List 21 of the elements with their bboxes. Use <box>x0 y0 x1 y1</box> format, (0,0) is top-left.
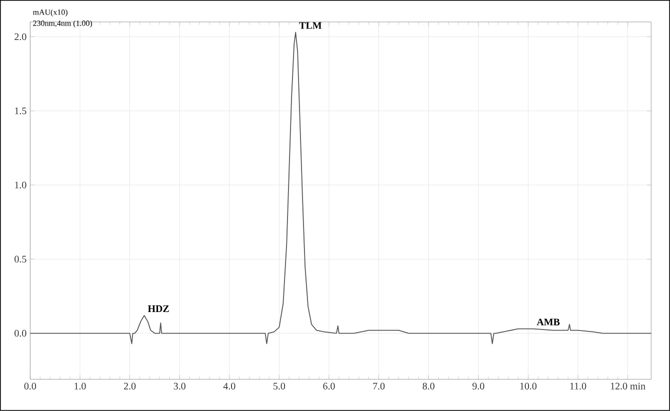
x-tick-label: 11.0 <box>570 382 586 390</box>
x-tick-label: 7.0 <box>373 382 385 390</box>
x-tick-label: 12.0 min <box>610 382 646 390</box>
x-tick-label: 4.0 <box>223 382 236 390</box>
x-tick-label: 8.0 <box>422 382 434 390</box>
annotation: HDZ <box>148 305 169 312</box>
annotation: AMB <box>536 318 560 326</box>
x-tick-label: 5.0 <box>274 382 286 390</box>
y-tick-label: 2.0 <box>14 33 26 40</box>
x-tick-label: 6.0 <box>323 382 335 390</box>
y-tick-label: 0.0 <box>14 330 26 337</box>
x-tick-label: 2.0 <box>124 382 136 390</box>
y-tick-label: 1.5 <box>15 108 26 114</box>
x-tick-label: 0.0 <box>24 382 36 390</box>
y-tick-label: 1.0 <box>15 182 26 188</box>
x-tick-label: 10.0 <box>520 382 537 390</box>
x-tick-label: 9.0 <box>472 382 484 390</box>
annotation: TLM <box>299 22 322 29</box>
y-tick-label: 0.5 <box>14 256 26 263</box>
x-tick-label: 3.0 <box>174 382 186 390</box>
x-tick-label: 1.0 <box>74 382 86 390</box>
